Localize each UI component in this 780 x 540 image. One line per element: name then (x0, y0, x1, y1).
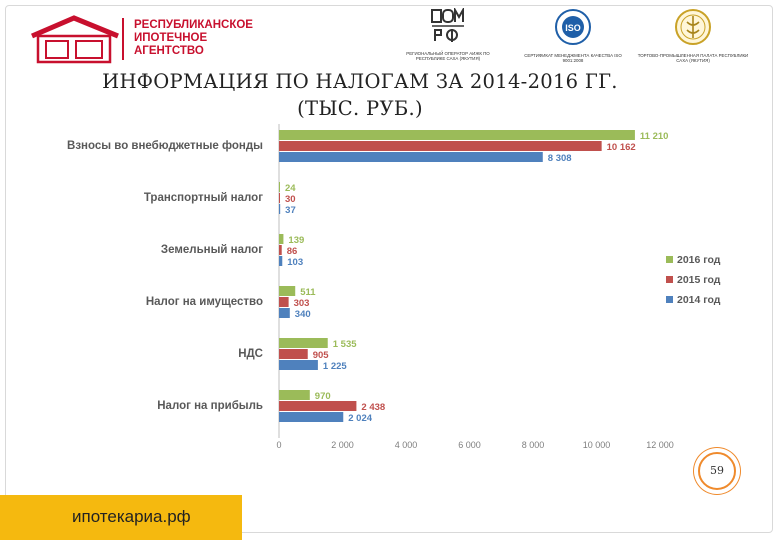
data-label: 340 (295, 309, 311, 320)
x-tick-label: 12 000 (646, 440, 674, 450)
legend-label: 2014 год (677, 294, 721, 306)
category-label: Взносы во внебюджетные фонды (67, 140, 263, 152)
data-label: 139 (288, 235, 304, 246)
legend-label: 2016 год (677, 254, 721, 266)
bar (279, 360, 318, 370)
bar (279, 308, 290, 318)
dom-rf-logo-icon (431, 6, 464, 42)
x-tick-label: 10 000 (583, 440, 611, 450)
agency-logo-text: РЕСПУБЛИКАНСКОЕ ИПОТЕЧНОЕ АГЕНТСТВО (134, 19, 264, 58)
data-label: 103 (287, 257, 303, 268)
x-tick-label: 8 000 (522, 440, 545, 450)
x-tick-label: 2 000 (331, 440, 354, 450)
logo-line: ИПОТЕЧНОЕ (134, 32, 208, 44)
legend-swatch (666, 296, 673, 303)
title-line: ИНФОРМАЦИЯ ПО НАЛОГАМ ЗА 2014-2016 ГГ. (102, 70, 618, 93)
partner-caption: СЕРТИФИКАТ МЕНЕДЖМЕНТА КАЧЕСТВА ISO 9001… (524, 53, 622, 64)
logo-line: РЕСПУБЛИКАНСКОЕ (134, 19, 253, 31)
bar (279, 193, 280, 203)
tax-bar-chart: Взносы во внебюджетные фонды 11 210 10 162… (67, 124, 721, 450)
data-label: 511 (300, 287, 316, 298)
data-label: 11 210 (640, 131, 669, 142)
logo-line: АГЕНТСТВО (134, 45, 204, 57)
logo-divider (122, 18, 124, 60)
x-tick-label: 0 (276, 440, 281, 450)
data-label: 8 308 (548, 153, 572, 164)
category-label: Транспортный налог (144, 192, 263, 204)
iso-certificate-icon: ISO (555, 9, 591, 45)
bar (279, 412, 344, 422)
data-label: 1 535 (333, 339, 357, 350)
legend-swatch (666, 256, 673, 263)
data-label: 970 (315, 391, 331, 402)
data-label: 10 162 (607, 142, 636, 153)
bar (279, 338, 328, 348)
category-label: НДС (238, 348, 263, 360)
bar (279, 256, 283, 266)
x-tick-label: 6 000 (458, 440, 481, 450)
bar (279, 297, 289, 307)
slide-title: ИНФОРМАЦИЯ ПО НАЛОГАМ ЗА 2014-2016 ГГ. (… (0, 68, 720, 122)
bar (279, 141, 602, 151)
chamber-of-commerce-icon (675, 9, 711, 45)
data-label: 37 (285, 205, 296, 216)
data-label: 30 (285, 194, 296, 205)
bar (279, 390, 310, 400)
site-url[interactable]: ипотекариа.рф (72, 507, 191, 526)
partner-dom-rf: РЕГИОНАЛЬНЫЙ ОПЕРАТОР АИЖК ПО РЕСПУБЛИКЕ… (392, 6, 504, 62)
partner-iso: ISO СЕРТИФИКАТ МЕНЕДЖМЕНТА КАЧЕСТВА ISO … (517, 8, 629, 63)
x-tick-label: 4 000 (395, 440, 418, 450)
house-logo-icon (31, 15, 119, 64)
title-line: (ТЫС. РУБ.) (297, 97, 423, 120)
bar (279, 349, 308, 359)
data-label: 24 (285, 183, 296, 194)
bar (279, 152, 543, 162)
bar (279, 204, 281, 214)
data-label: 86 (287, 246, 298, 257)
category-label: Налог на имущество (146, 296, 263, 308)
partner-chamber: ТОРГОВО-ПРОМЫШЛЕННАЯ ПАЛАТА РЕСПУБЛИКИ С… (637, 8, 749, 63)
data-label: 2 438 (361, 402, 385, 413)
slide-frame (5, 5, 773, 533)
bar (279, 245, 282, 255)
bar (279, 401, 357, 411)
page-number-badge: 59 (698, 452, 736, 490)
legend-label: 2015 год (677, 274, 721, 286)
data-label: 1 225 (323, 361, 347, 372)
category-label: Налог на прибыль (157, 400, 263, 412)
data-label: 905 (313, 350, 330, 361)
data-label: 2 024 (348, 413, 372, 424)
bar (279, 182, 280, 192)
data-label: 303 (294, 298, 310, 309)
legend-swatch (666, 276, 673, 283)
bar (279, 234, 284, 244)
bar (279, 286, 296, 296)
category-label: Земельный налог (161, 244, 263, 256)
partner-caption: ТОРГОВО-ПРОМЫШЛЕННАЯ ПАЛАТА РЕСПУБЛИКИ С… (637, 53, 749, 64)
svg-text:ISO: ISO (565, 23, 581, 33)
bar (279, 130, 635, 140)
partner-caption: РЕГИОНАЛЬНЫЙ ОПЕРАТОР АИЖК ПО РЕСПУБЛИКЕ… (406, 51, 490, 62)
site-banner (0, 495, 242, 540)
